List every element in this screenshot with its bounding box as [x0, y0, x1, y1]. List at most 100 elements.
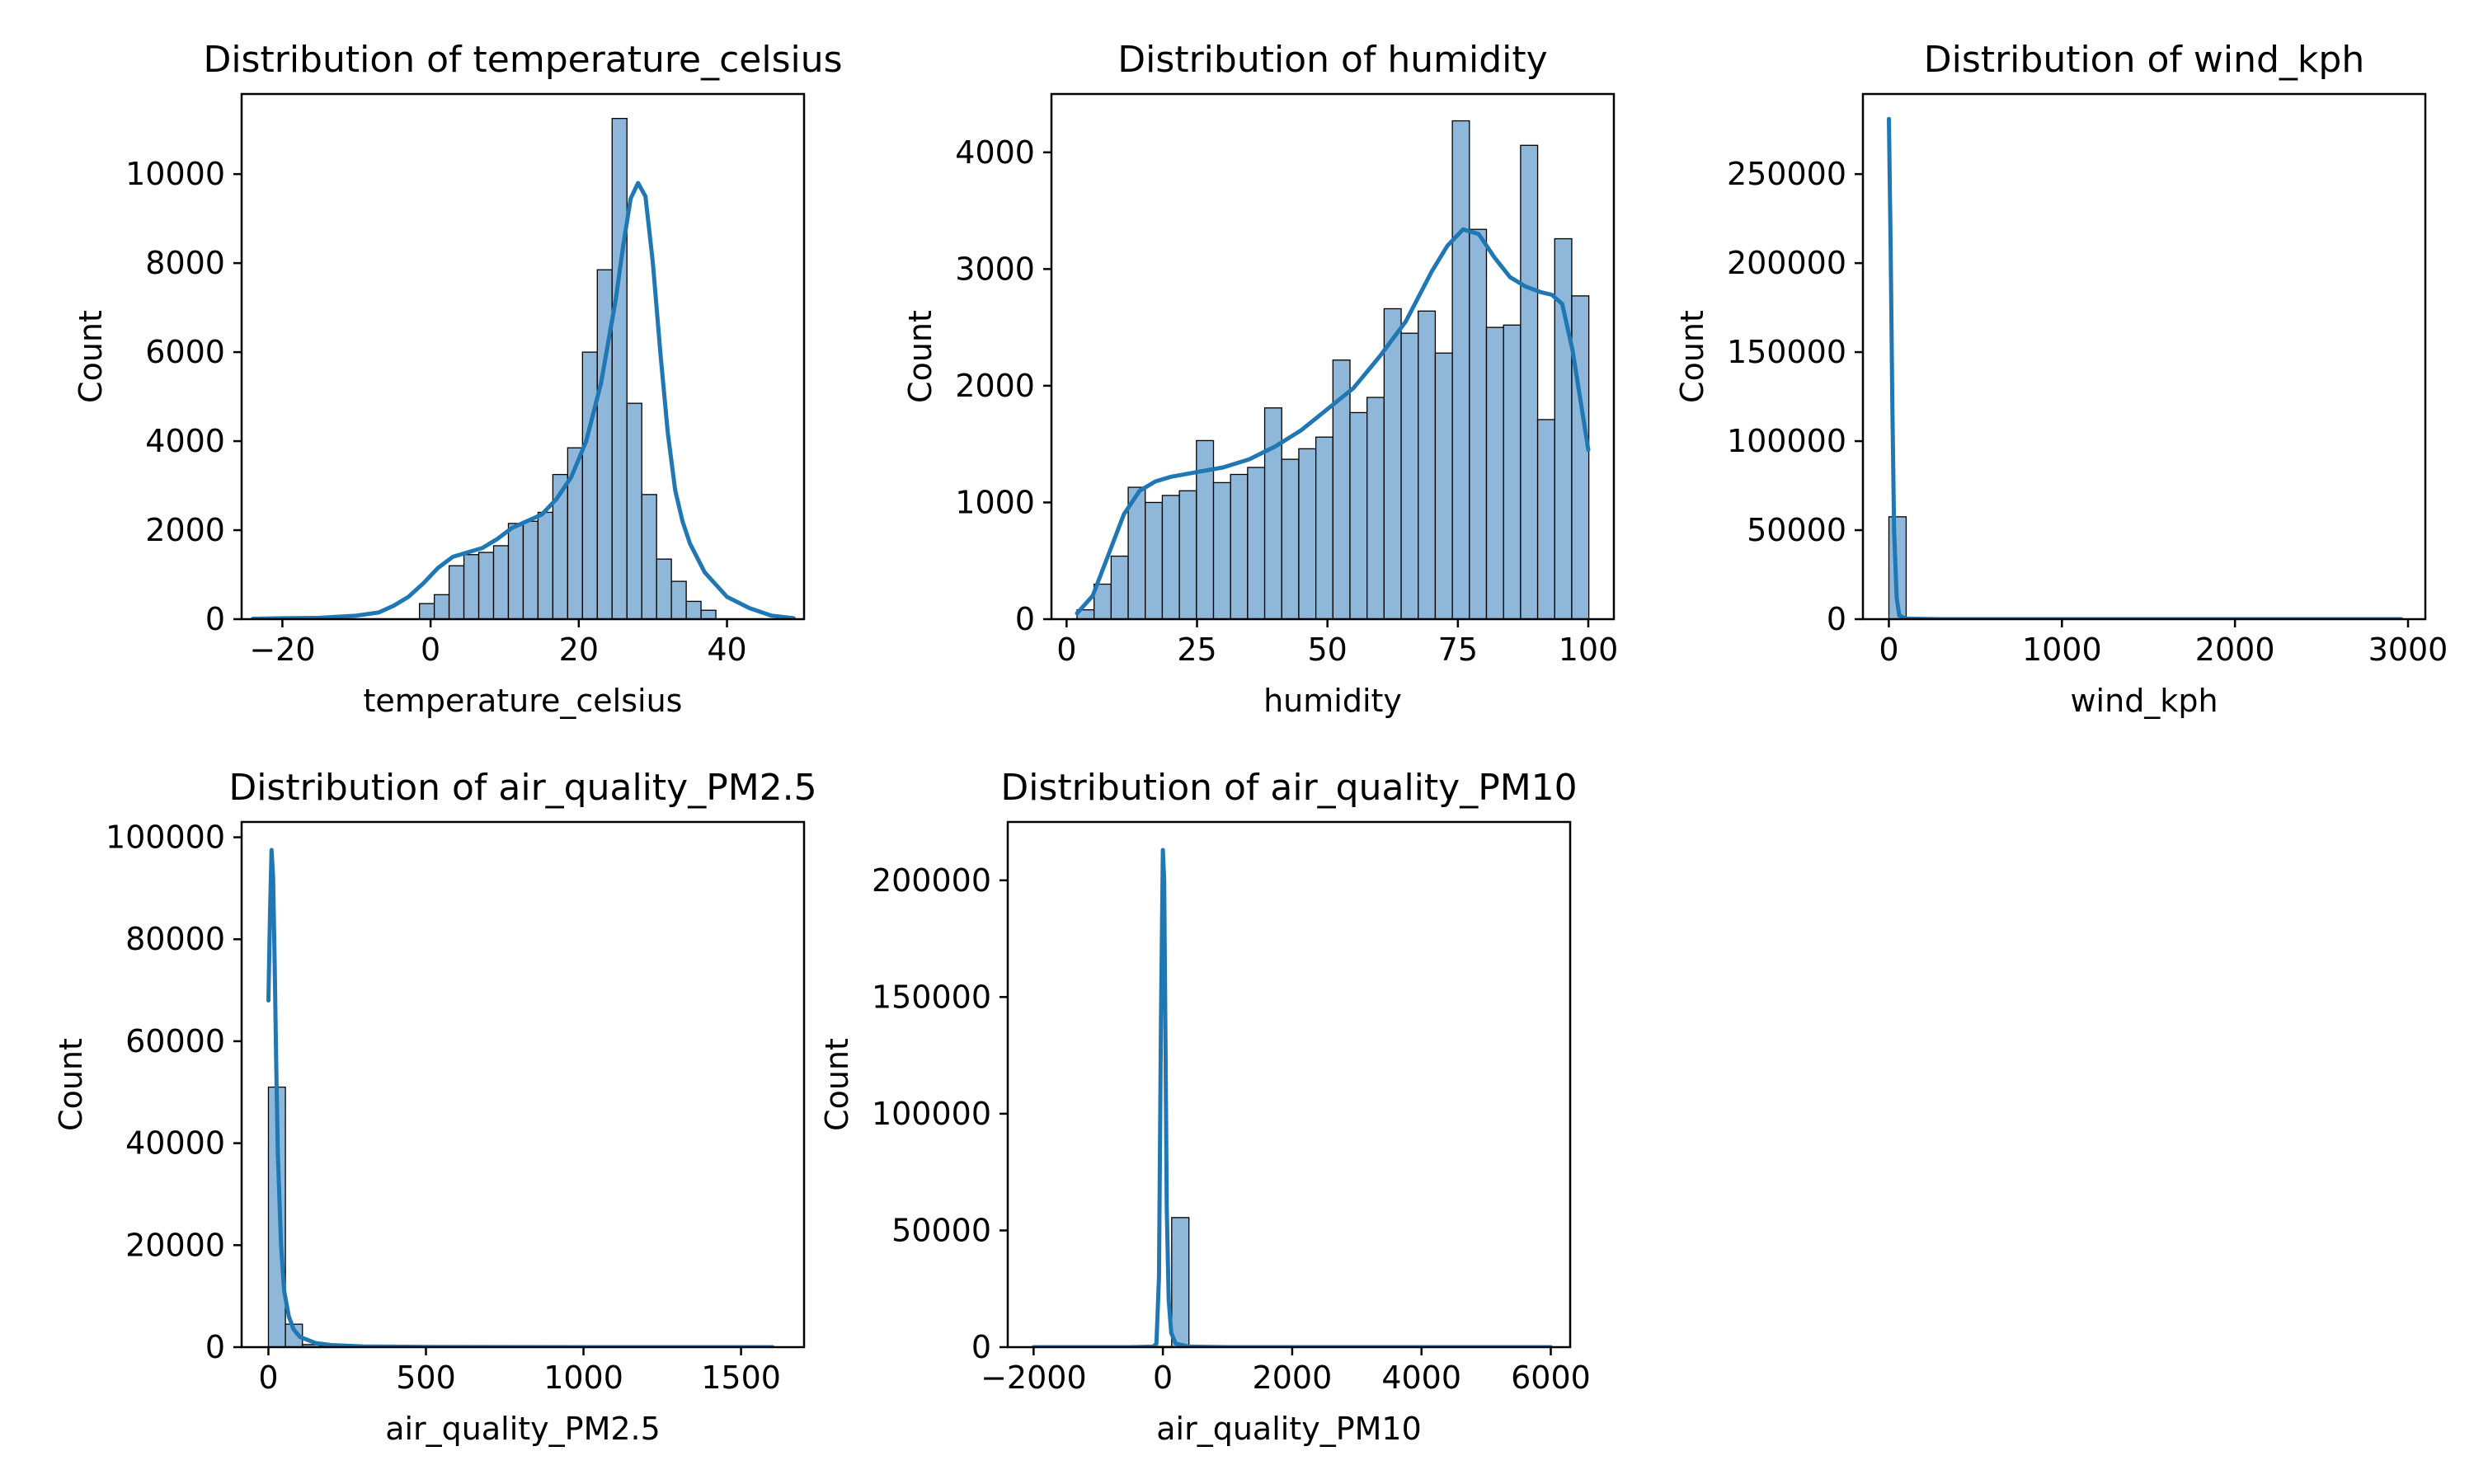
axes-frame	[1006, 820, 1572, 1349]
x-axis-label: temperature_celsius	[364, 683, 683, 719]
histogram-bar	[567, 447, 583, 619]
histogram-bar	[463, 554, 480, 619]
histogram-bar	[1520, 144, 1539, 619]
histogram-bar	[670, 580, 687, 619]
x-tick-label: 1500	[701, 1360, 781, 1396]
histogram-bar	[1263, 407, 1282, 619]
x-tick-label: 0	[1056, 632, 1076, 668]
chart-pm10: −2000 0 2000 4000 60000500001000001500002000…	[819, 767, 1591, 1447]
y-tick-label: 0	[205, 1329, 225, 1365]
y-axis-label: Count	[73, 310, 109, 403]
x-axis-label: wind_kph	[2070, 683, 2218, 719]
x-axis-label: air_quality_PM10	[1156, 1411, 1422, 1447]
histogram-bar	[1110, 555, 1129, 619]
bars	[267, 1086, 780, 1347]
y-axis-label: Count	[819, 1038, 855, 1131]
y-tick-label: 80000	[125, 921, 225, 957]
kde-curve	[1031, 848, 1553, 1347]
x-tick-label: −2000	[981, 1360, 1087, 1396]
x-tick-label: 3000	[2368, 632, 2448, 668]
y-tick-label: 150000	[872, 979, 991, 1015]
histogram-bar	[1230, 473, 1249, 619]
histogram-bar	[1349, 411, 1368, 619]
histogram-bar	[626, 402, 642, 619]
y-tick-label: 40000	[125, 1125, 225, 1162]
histogram-bar	[1485, 326, 1504, 619]
chart-humidity: 0 25 50 75 10001000200030004000Distribution …	[902, 39, 1618, 719]
x-tick-label: 25	[1177, 632, 1216, 668]
x-tick-label: 4000	[1381, 1360, 1461, 1396]
y-tick-label: 2000	[955, 368, 1035, 404]
histogram-bar	[641, 494, 657, 619]
x-tick-label: 0	[1153, 1360, 1173, 1396]
histogram-bar	[1434, 352, 1453, 619]
y-tick-label: 150000	[1727, 334, 1846, 370]
kde-curve	[1887, 116, 2404, 619]
x-tick-label: 40	[707, 632, 746, 668]
chart-title: Distribution of air_quality_PM2.5	[228, 767, 816, 809]
chart-title: Distribution of humidity	[1117, 39, 1547, 81]
y-tick-label: 0	[1827, 601, 1846, 637]
axes-frame	[1861, 92, 2427, 621]
x-tick-label: 500	[396, 1360, 456, 1396]
bars	[1888, 516, 2409, 619]
histogram-bar	[700, 609, 717, 619]
chart-title: Distribution of wind_kph	[1924, 39, 2364, 81]
kde-curve	[266, 848, 775, 1347]
histogram-bar	[1178, 490, 1197, 619]
axes-frame	[240, 92, 806, 621]
histogram-bar	[1145, 501, 1164, 619]
histogram-bar	[1536, 419, 1555, 619]
y-tick-label: 250000	[1727, 156, 1846, 192]
histogram-bar	[1451, 120, 1470, 619]
x-tick-label: 75	[1438, 632, 1478, 668]
y-axis-label: Count	[1674, 310, 1710, 403]
histogram-bar	[1212, 481, 1231, 619]
x-axis-label: humidity	[1263, 683, 1402, 719]
y-tick-label: 100000	[106, 819, 225, 856]
y-tick-label: 20000	[125, 1227, 225, 1263]
x-tick-label: 1000	[2022, 632, 2102, 668]
x-tick-label: 50	[1307, 632, 1347, 668]
bars	[1154, 1217, 1552, 1347]
y-tick-label: 4000	[145, 423, 225, 459]
histogram-bar	[448, 565, 465, 619]
chart-temperature: −20 0 20 40 0 2000 4000 6000 8000 10000 Distributi…	[73, 39, 843, 719]
x-tick-label: 6000	[1511, 1360, 1591, 1396]
x-tick-label: 0	[1879, 632, 1898, 668]
histogram-bar	[1383, 308, 1402, 619]
histogram-bar	[1366, 397, 1385, 619]
histogram-bar	[1571, 295, 1590, 619]
y-tick-label: 200000	[1727, 245, 1846, 281]
histogram-bar	[656, 558, 672, 619]
y-tick-label: 10000	[125, 156, 225, 192]
axes-frame	[1050, 92, 1616, 621]
axes-frame	[240, 820, 806, 1349]
y-axis-label: Count	[902, 310, 938, 403]
y-tick-label: 100000	[872, 1096, 991, 1132]
y-tick-label: 60000	[125, 1023, 225, 1059]
histogram-bar	[537, 511, 554, 619]
kde-curve	[251, 181, 796, 619]
histogram-bar	[1400, 332, 1419, 619]
histogram-bar	[492, 545, 510, 619]
x-tick-label: 1000	[543, 1360, 623, 1396]
x-tick-label: −20	[249, 632, 315, 668]
bars	[419, 118, 717, 619]
x-tick-label: 0	[258, 1360, 278, 1396]
histogram-bar	[1298, 448, 1317, 619]
histogram-bar	[1171, 1217, 1190, 1347]
chart-title: Distribution of air_quality_PM10	[1000, 767, 1577, 809]
histogram-bar	[685, 600, 702, 619]
kde-curve	[1075, 227, 1591, 616]
histogram-bar	[1554, 237, 1573, 619]
histogram-bar	[581, 351, 598, 619]
histogram-bar	[1503, 324, 1522, 619]
histogram-bar	[507, 523, 524, 619]
histogram-bar	[285, 1323, 303, 1347]
y-tick-label: 8000	[145, 245, 225, 281]
x-tick-label: 100	[1559, 632, 1619, 668]
histogram-bar	[1161, 495, 1180, 619]
y-tick-label: 50000	[1747, 512, 1846, 548]
